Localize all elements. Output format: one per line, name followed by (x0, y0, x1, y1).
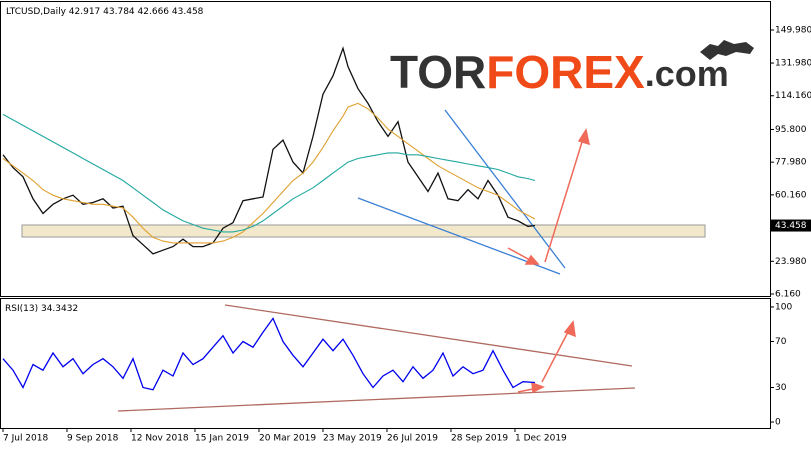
series-line (2, 46, 536, 255)
x-tick-label: 20 Mar 2019 (259, 434, 316, 444)
y-tick-label: 0 (775, 418, 781, 428)
rsi-title: RSI(13) (5, 304, 38, 314)
trend-line (444, 109, 566, 269)
y-tick-label: 131.980 (775, 59, 811, 69)
arrow-head (577, 128, 590, 146)
y-tick-label: 23.980 (775, 257, 807, 267)
high: 43.784 (103, 7, 135, 17)
x-tick-label: 28 Sep 2019 (451, 434, 508, 444)
arrow (517, 388, 534, 393)
y-tick-label: 95.800 (775, 125, 807, 135)
y-tick-label: 114.160 (775, 91, 811, 101)
low: 42.666 (138, 7, 170, 17)
x-tick-label: 26 Jul 2019 (387, 434, 438, 444)
y-tick-label: 70 (775, 337, 787, 347)
y-tick-label: 100 (775, 302, 792, 312)
logo-bull (700, 40, 754, 60)
last-price-box (771, 219, 811, 232)
support-zone (21, 224, 706, 238)
x-tick-label: 1 Dec 2019 (515, 434, 567, 444)
y-tick-label: 60.160 (775, 190, 807, 200)
logo: TORFOREX.com (390, 46, 729, 98)
trend-line (357, 197, 561, 275)
arrow-head (524, 254, 540, 265)
rsi-panel (0, 298, 771, 429)
trend-line (224, 304, 633, 367)
chart-header: LTCUSD,Daily 42.917 43.784 42.666 43.458 (6, 7, 204, 17)
x-tick-label: 15 Jan 2019 (195, 434, 249, 444)
arrow-head (531, 381, 545, 394)
open: 42.917 (69, 7, 101, 17)
y-tick-label: 149.980 (775, 25, 811, 35)
y-tick-label: 30 (775, 383, 787, 393)
x-tick-label: 9 Sep 2018 (67, 434, 119, 444)
logo-part: TOR (390, 46, 486, 98)
arrow (541, 331, 569, 383)
trend-line (117, 387, 636, 412)
symbol: LTCUSD,Daily (6, 7, 67, 17)
x-tick-label: 23 May 2019 (323, 434, 382, 444)
x-tick-label: 7 Jul 2018 (3, 434, 48, 444)
logo-part: FOREX (486, 46, 645, 98)
arrow-head (563, 320, 576, 338)
last-price-label: 43.458 (775, 221, 807, 231)
logo-part: .com (645, 53, 729, 94)
arrow (507, 247, 531, 261)
series-line (2, 317, 536, 391)
arrow (544, 141, 583, 263)
arrows (507, 128, 590, 394)
rsi-header: RSI(13) 34.3432 (5, 304, 78, 314)
price-panel (0, 1, 771, 297)
series-line (2, 102, 536, 244)
series-line (2, 113, 536, 233)
y-tick-label: 6.160 (775, 289, 801, 299)
rsi-value: 34.3432 (41, 304, 78, 314)
close: 43.458 (172, 7, 204, 17)
y-tick-label: 77.980 (775, 158, 807, 168)
x-tick-label: 12 Nov 2018 (131, 434, 189, 444)
